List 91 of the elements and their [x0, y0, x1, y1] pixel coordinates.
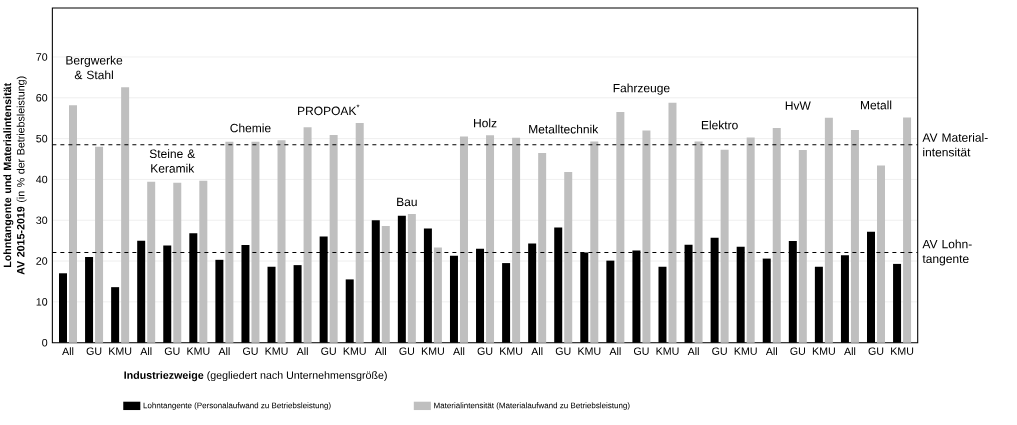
x-tick-label: All [609, 347, 621, 356]
x-tick-label: KMU [500, 347, 523, 355]
y-tick-label: 40 [36, 175, 48, 184]
bar [512, 137, 521, 343]
bar [903, 117, 912, 343]
bar [668, 102, 677, 343]
x-tick-label: GU [868, 347, 884, 355]
x-tick-label: All [140, 347, 152, 356]
bar [877, 165, 885, 343]
annotation: Bau [397, 197, 417, 207]
bar [486, 135, 495, 343]
bar [199, 180, 208, 343]
bar [642, 130, 651, 343]
x-tick-label: All [453, 347, 465, 356]
bar [564, 172, 573, 343]
x-tick-label: KMU [343, 347, 366, 355]
ref-line-label: AV Material-intensität [922, 132, 988, 157]
x-tick-label: KMU [421, 347, 444, 355]
ref-line-label: AV Lohn-tangente [922, 239, 972, 266]
legend-label: Materialintensität (Materialaufwand zu Betriebsleistung) [434, 402, 630, 410]
x-tick-label: GU [86, 347, 102, 355]
bar [746, 137, 755, 343]
x-tick-label: KMU [187, 347, 210, 355]
bar [225, 141, 234, 343]
x-tick-label: KMU [656, 347, 679, 355]
annotation: Metall [860, 100, 892, 110]
bar [277, 140, 286, 343]
bar [121, 87, 130, 343]
x-tick-label: KMU [812, 347, 835, 355]
x-tick-label: GU [712, 347, 727, 355]
annotation: Holz [474, 118, 497, 128]
x-tick-label: All [374, 347, 386, 356]
annotation: Elektro [701, 120, 738, 130]
bar [69, 105, 77, 343]
y-tick-label: 10 [36, 298, 48, 306]
x-tick-label: All [844, 347, 856, 356]
y-tick-label: 60 [36, 94, 48, 102]
y-tick-label: 20 [36, 257, 48, 265]
legend-label: Lohntangente (Personalaufwand zu Betriebsleistung) [143, 402, 331, 410]
x-tick-label: All [765, 347, 777, 356]
x-tick-label: KMU [265, 347, 288, 355]
bar [798, 150, 807, 343]
bar [772, 127, 781, 343]
annotation: HvW [785, 101, 811, 110]
annotation: Bergwerke & Stahl [66, 55, 123, 80]
x-tick-label: GU [243, 347, 258, 355]
x-tick-label: GU [790, 347, 805, 355]
annotation: Steine & Keramik [149, 149, 196, 173]
bar [720, 149, 729, 343]
bar [251, 141, 260, 343]
bar [329, 134, 338, 343]
bar [407, 214, 416, 343]
x-tick-label: GU [399, 347, 415, 355]
bar [147, 181, 156, 343]
y-axis-title: Lohntangente und Materialintensität AV 2015-2019 (in % der Betriebsleistung) [3, 76, 27, 275]
bar [459, 136, 468, 343]
bar [538, 152, 547, 343]
x-tick-label: All [296, 347, 308, 356]
x-tick-label: All [62, 347, 74, 356]
bar [433, 247, 442, 343]
x-tick-label: GU [321, 347, 336, 355]
y-tick-label: 0 [42, 338, 48, 347]
bar [616, 112, 625, 343]
annotation: PROPOAK$^{*}$ [298, 104, 360, 116]
y-tick-label: 70 [36, 53, 48, 61]
x-tick-label: All [687, 347, 699, 356]
x-tick-label: KMU [578, 347, 601, 355]
x-tick-label: GU [633, 347, 649, 355]
x-tick-label: KMU [734, 347, 757, 355]
bar [355, 123, 364, 343]
x-tick-label: GU [477, 347, 493, 355]
x-axis-title: Industriezweige (gegliedert nach Unternehmensgröße) [124, 371, 387, 382]
bar [590, 141, 599, 343]
x-tick-label: GU [164, 347, 180, 355]
annotation: Chemie [230, 123, 271, 133]
x-tick-label: GU [555, 347, 571, 355]
bar [381, 225, 390, 343]
bar [95, 146, 104, 343]
bar [850, 130, 859, 343]
x-tick-label: All [218, 347, 230, 356]
bar [824, 117, 833, 343]
y-tick-label: 50 [36, 134, 48, 143]
bar [173, 182, 182, 343]
x-tick-label: All [531, 347, 543, 356]
x-tick-label: KMU [891, 347, 914, 355]
annotation: Metalltechnik [529, 124, 599, 134]
annotation: Fahrzeuge [613, 83, 670, 95]
y-tick-label: 30 [36, 216, 48, 225]
bar [303, 127, 312, 343]
bar [694, 141, 703, 343]
x-tick-label: KMU [109, 347, 132, 355]
